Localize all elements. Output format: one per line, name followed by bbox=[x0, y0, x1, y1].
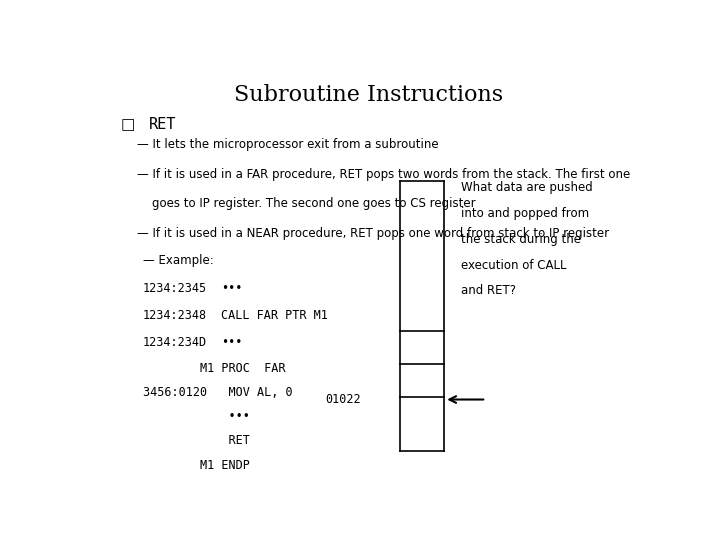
Text: •••: ••• bbox=[221, 336, 243, 349]
Text: — Example:: — Example: bbox=[143, 254, 214, 267]
Text: 1234:234D: 1234:234D bbox=[143, 336, 207, 349]
Text: — It lets the microprocessor exit from a subroutine: — It lets the microprocessor exit from a… bbox=[138, 138, 439, 151]
Text: RET: RET bbox=[148, 117, 176, 132]
Text: Subroutine Instructions: Subroutine Instructions bbox=[235, 84, 503, 105]
Text: — If it is used in a NEAR procedure, RET pops one word from stack to IP register: — If it is used in a NEAR procedure, RET… bbox=[138, 227, 610, 240]
Text: the stack during the: the stack during the bbox=[461, 233, 581, 246]
Text: 01022: 01022 bbox=[325, 393, 361, 406]
Text: 1234:2345: 1234:2345 bbox=[143, 282, 207, 295]
Text: □: □ bbox=[121, 117, 135, 132]
Text: M1 ENDP: M1 ENDP bbox=[143, 458, 250, 471]
Text: •••: ••• bbox=[143, 410, 250, 423]
Text: into and popped from: into and popped from bbox=[461, 207, 589, 220]
Text: goes to IP register. The second one goes to CS register: goes to IP register. The second one goes… bbox=[138, 198, 476, 211]
Text: CALL FAR PTR M1: CALL FAR PTR M1 bbox=[221, 309, 328, 322]
Text: RET: RET bbox=[143, 435, 250, 448]
Text: •••: ••• bbox=[221, 282, 243, 295]
Text: M1 PROC  FAR: M1 PROC FAR bbox=[143, 362, 286, 375]
Text: 1234:2348: 1234:2348 bbox=[143, 309, 207, 322]
Text: execution of CALL: execution of CALL bbox=[461, 259, 567, 272]
Text: What data are pushed: What data are pushed bbox=[461, 181, 593, 194]
Text: and RET?: and RET? bbox=[461, 285, 516, 298]
Text: — If it is used in a FAR procedure, RET pops two words from the stack. The first: — If it is used in a FAR procedure, RET … bbox=[138, 167, 631, 180]
Text: 3456:0120   MOV AL, 0: 3456:0120 MOV AL, 0 bbox=[143, 386, 292, 399]
